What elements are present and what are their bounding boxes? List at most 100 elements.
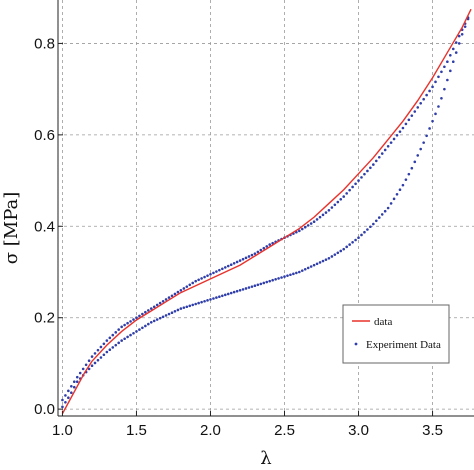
experiment-point-15	[105, 339, 109, 342]
experiment-point-127	[437, 75, 440, 79]
experiment-point-9	[87, 359, 91, 362]
experiment-point-201	[247, 286, 251, 289]
experiment-point-168	[149, 320, 153, 324]
experiment-point-206	[262, 281, 266, 285]
experiment-point-20	[120, 325, 123, 329]
experiment-point-239	[360, 233, 363, 237]
experiment-point-230	[333, 253, 337, 256]
experiment-point-96	[345, 192, 348, 195]
experiment-point-37	[170, 294, 174, 298]
experiment-point-259	[419, 147, 423, 151]
experiment-point-270	[451, 60, 455, 64]
experiment-point-25	[135, 316, 138, 320]
legend-entry-data: data	[374, 316, 392, 328]
experiment-point-185	[200, 300, 203, 304]
experiment-point-218	[298, 270, 301, 274]
experiment-point-58	[232, 262, 236, 265]
experiment-point-152	[102, 353, 106, 357]
experiment-point-54	[221, 267, 224, 271]
experiment-point-118	[410, 114, 414, 117]
experiment-point-139	[64, 400, 67, 404]
experiment-point-180	[185, 305, 189, 309]
experiment-point-272	[457, 42, 461, 45]
y-tick-label-3: 0.6	[34, 127, 55, 144]
experiment-point-253	[401, 183, 405, 187]
experiment-point-140	[67, 396, 70, 400]
experiment-point-50	[209, 272, 212, 276]
experiment-point-147	[87, 367, 91, 371]
experiment-point-115	[401, 126, 405, 130]
experiment-point-134	[457, 34, 461, 38]
experiment-point-44	[191, 281, 195, 285]
experiment-point-81	[300, 227, 304, 231]
experiment-point-263	[431, 119, 434, 123]
x-axis-title: λ	[260, 448, 271, 469]
experiment-point-171	[158, 316, 162, 320]
experiment-point-65	[253, 252, 257, 256]
experiment-point-154	[108, 348, 112, 352]
experiment-point-85	[312, 220, 316, 224]
experiment-point-19	[117, 328, 120, 331]
experiment-point-179	[182, 306, 186, 309]
experiment-point-6	[78, 371, 82, 375]
experiment-point-0	[61, 398, 64, 402]
experiment-point-23	[129, 320, 132, 323]
experiment-point-192	[221, 294, 224, 298]
experiment-point-128	[440, 70, 443, 74]
experiment-point-224	[315, 262, 319, 266]
experiment-point-101	[360, 176, 363, 179]
experiment-point-214	[286, 274, 289, 277]
experiment-point-162	[132, 331, 135, 335]
experiment-point-17	[111, 333, 115, 337]
experiment-point-199	[241, 288, 245, 291]
experiment-point-169	[152, 319, 156, 323]
experiment-point-104	[369, 166, 372, 170]
experiment-point-157	[117, 341, 120, 345]
legend-entry-experiment: Experiment Data	[366, 339, 441, 351]
experiment-point-142	[72, 385, 76, 389]
experiment-point-70	[268, 243, 272, 246]
experiment-point-161	[129, 333, 132, 337]
experiment-point-240	[363, 230, 366, 234]
experiment-point-150	[96, 358, 100, 362]
experiment-point-113	[395, 134, 399, 137]
experiment-point-35	[164, 298, 168, 301]
x-tick-label-2: 2.0	[200, 422, 221, 439]
experiment-point-225	[318, 261, 322, 264]
experiment-point-207	[265, 280, 269, 284]
experiment-point-114	[398, 130, 402, 133]
experiment-point-220	[303, 267, 307, 271]
experiment-point-64	[250, 253, 254, 257]
experiment-point-60	[238, 259, 242, 262]
experiment-point-209	[271, 278, 274, 282]
experiment-point-176	[173, 310, 177, 313]
experiment-point-110	[386, 144, 390, 148]
experiment-point-219	[300, 269, 304, 272]
experiment-point-159	[123, 337, 126, 341]
experiment-point-24	[132, 318, 135, 321]
experiment-point-242	[369, 225, 372, 229]
experiment-data-series	[61, 16, 470, 409]
experiment-point-103	[366, 169, 369, 173]
experiment-point-238	[357, 236, 360, 240]
experiment-point-193	[223, 293, 227, 297]
experiment-point-90	[327, 208, 331, 212]
experiment-point-257	[413, 160, 417, 164]
experiment-point-227	[324, 258, 328, 261]
experiment-point-223	[312, 263, 316, 267]
experiment-point-260	[422, 141, 425, 144]
experiment-point-184	[197, 301, 200, 305]
experiment-point-208	[268, 279, 272, 283]
experiment-point-125	[431, 85, 434, 89]
experiment-point-203	[253, 284, 257, 288]
experiment-point-106	[374, 159, 378, 163]
experiment-point-105	[372, 163, 375, 166]
experiment-point-267	[443, 87, 446, 91]
experiment-point-67	[259, 248, 263, 252]
experiment-point-215	[289, 273, 292, 277]
experiment-point-251	[395, 192, 399, 196]
experiment-point-244	[374, 219, 378, 223]
experiment-point-33	[158, 301, 162, 305]
experiment-point-12	[96, 348, 100, 352]
experiment-point-249	[389, 202, 393, 205]
